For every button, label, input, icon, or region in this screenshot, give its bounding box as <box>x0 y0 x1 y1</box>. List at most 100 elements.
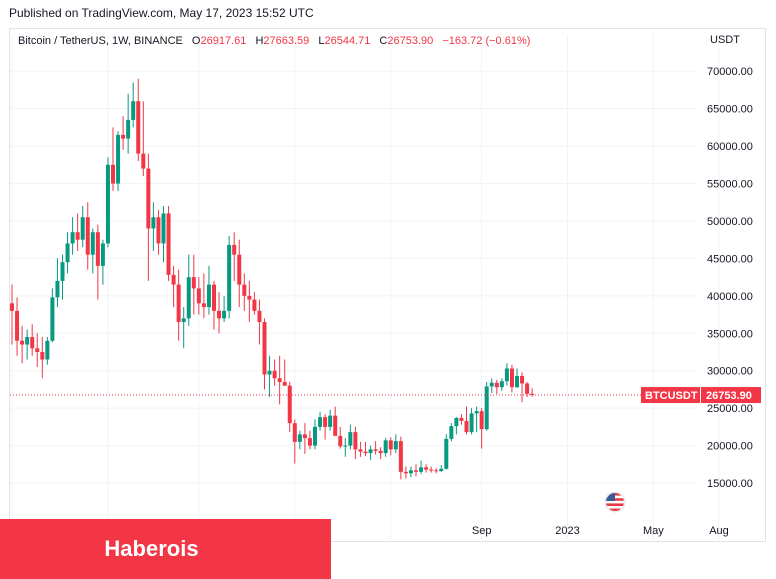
candle <box>85 202 90 270</box>
candle <box>111 127 115 192</box>
price-tick-label: 20000.00 <box>707 441 753 453</box>
candle-body <box>530 393 535 396</box>
candle-body <box>116 134 121 184</box>
price-tick-label: 45000.00 <box>707 253 753 265</box>
candle-body <box>171 274 176 285</box>
price-tick-label: 70000.00 <box>707 66 753 78</box>
candle-body <box>287 385 292 424</box>
candle <box>343 438 348 457</box>
candle <box>494 379 499 394</box>
candle <box>15 297 20 356</box>
candle <box>10 284 14 345</box>
price-badge-symbol: BTCUSDT <box>645 390 698 402</box>
candle <box>247 280 252 323</box>
candle <box>414 464 418 477</box>
candle-body <box>222 310 227 319</box>
candle-body <box>383 440 388 454</box>
candle <box>166 206 171 281</box>
candle-body <box>414 470 418 472</box>
candle <box>292 419 297 464</box>
candle <box>328 409 333 431</box>
candle-body <box>156 217 161 244</box>
legend-change: −163.72 (−0.61%) <box>442 35 531 47</box>
candle <box>449 423 454 442</box>
candle-body <box>141 153 146 169</box>
candle-body <box>499 381 504 388</box>
candle-body <box>166 213 171 275</box>
candle-body <box>100 243 105 266</box>
candle <box>393 434 398 454</box>
candle-body <box>318 417 323 427</box>
candle-body <box>232 244 237 255</box>
candle-body <box>186 277 191 319</box>
candle <box>25 329 30 360</box>
price-badge-value: 26753.90 <box>706 390 752 402</box>
candle <box>363 441 368 457</box>
candle <box>434 468 439 474</box>
candle <box>171 265 176 308</box>
candle <box>489 378 494 394</box>
candle <box>439 465 444 472</box>
candle-body <box>151 217 156 229</box>
candle-body <box>111 164 115 184</box>
candle <box>302 423 307 454</box>
candle <box>474 406 479 433</box>
candle-body <box>363 451 368 454</box>
candle <box>277 355 282 405</box>
price-tick-label: 60000.00 <box>707 141 753 153</box>
price-tick-label: 15000.00 <box>707 478 753 490</box>
candle <box>186 254 191 326</box>
candle-body <box>424 467 429 470</box>
candle <box>338 426 343 449</box>
candle <box>318 411 323 431</box>
price-badge: BTCUSDT 26753.90 <box>641 387 761 404</box>
candle <box>50 288 55 343</box>
candle-body <box>75 232 80 240</box>
candle-body <box>181 318 186 323</box>
candle <box>227 235 232 319</box>
candle-body <box>323 417 328 427</box>
candle <box>398 436 403 480</box>
candle-body <box>217 310 222 319</box>
candle-body <box>95 232 100 266</box>
candle <box>358 441 363 457</box>
candle <box>373 441 378 455</box>
candle <box>408 466 413 478</box>
candle-body <box>131 101 136 120</box>
candle <box>272 359 277 386</box>
candle-body <box>282 381 287 386</box>
candle <box>40 337 45 379</box>
candle-body <box>161 213 166 244</box>
candle <box>217 292 222 334</box>
candle-body <box>307 438 312 446</box>
candle-body <box>439 468 444 472</box>
candle-body <box>126 119 131 139</box>
candle-body <box>242 284 247 296</box>
candle-body <box>368 449 373 454</box>
candle-body <box>338 435 343 447</box>
candle <box>105 157 110 248</box>
candle <box>469 408 474 435</box>
candle-body <box>247 295 252 300</box>
candle-body <box>302 434 307 439</box>
candle-body <box>35 348 40 353</box>
candle <box>141 101 146 177</box>
candle <box>424 464 429 473</box>
candle-body <box>85 217 90 255</box>
candle-body <box>474 411 479 414</box>
price-tick-label: 55000.00 <box>707 179 753 191</box>
candle <box>429 466 434 473</box>
candle-body <box>30 337 35 349</box>
us-flag-icon <box>604 491 626 513</box>
legend-open-label: O <box>191 35 201 47</box>
time-tick-label: Sep <box>472 525 492 537</box>
candle-body <box>292 423 297 442</box>
candle-body <box>50 297 55 341</box>
candle <box>222 295 227 323</box>
time-axis: Sep 2023 May Aug <box>472 525 729 537</box>
haberois-text: Haberois <box>104 536 199 561</box>
candle <box>212 280 216 330</box>
candle-body <box>55 280 60 298</box>
time-tick-label: 2023 <box>555 525 579 537</box>
